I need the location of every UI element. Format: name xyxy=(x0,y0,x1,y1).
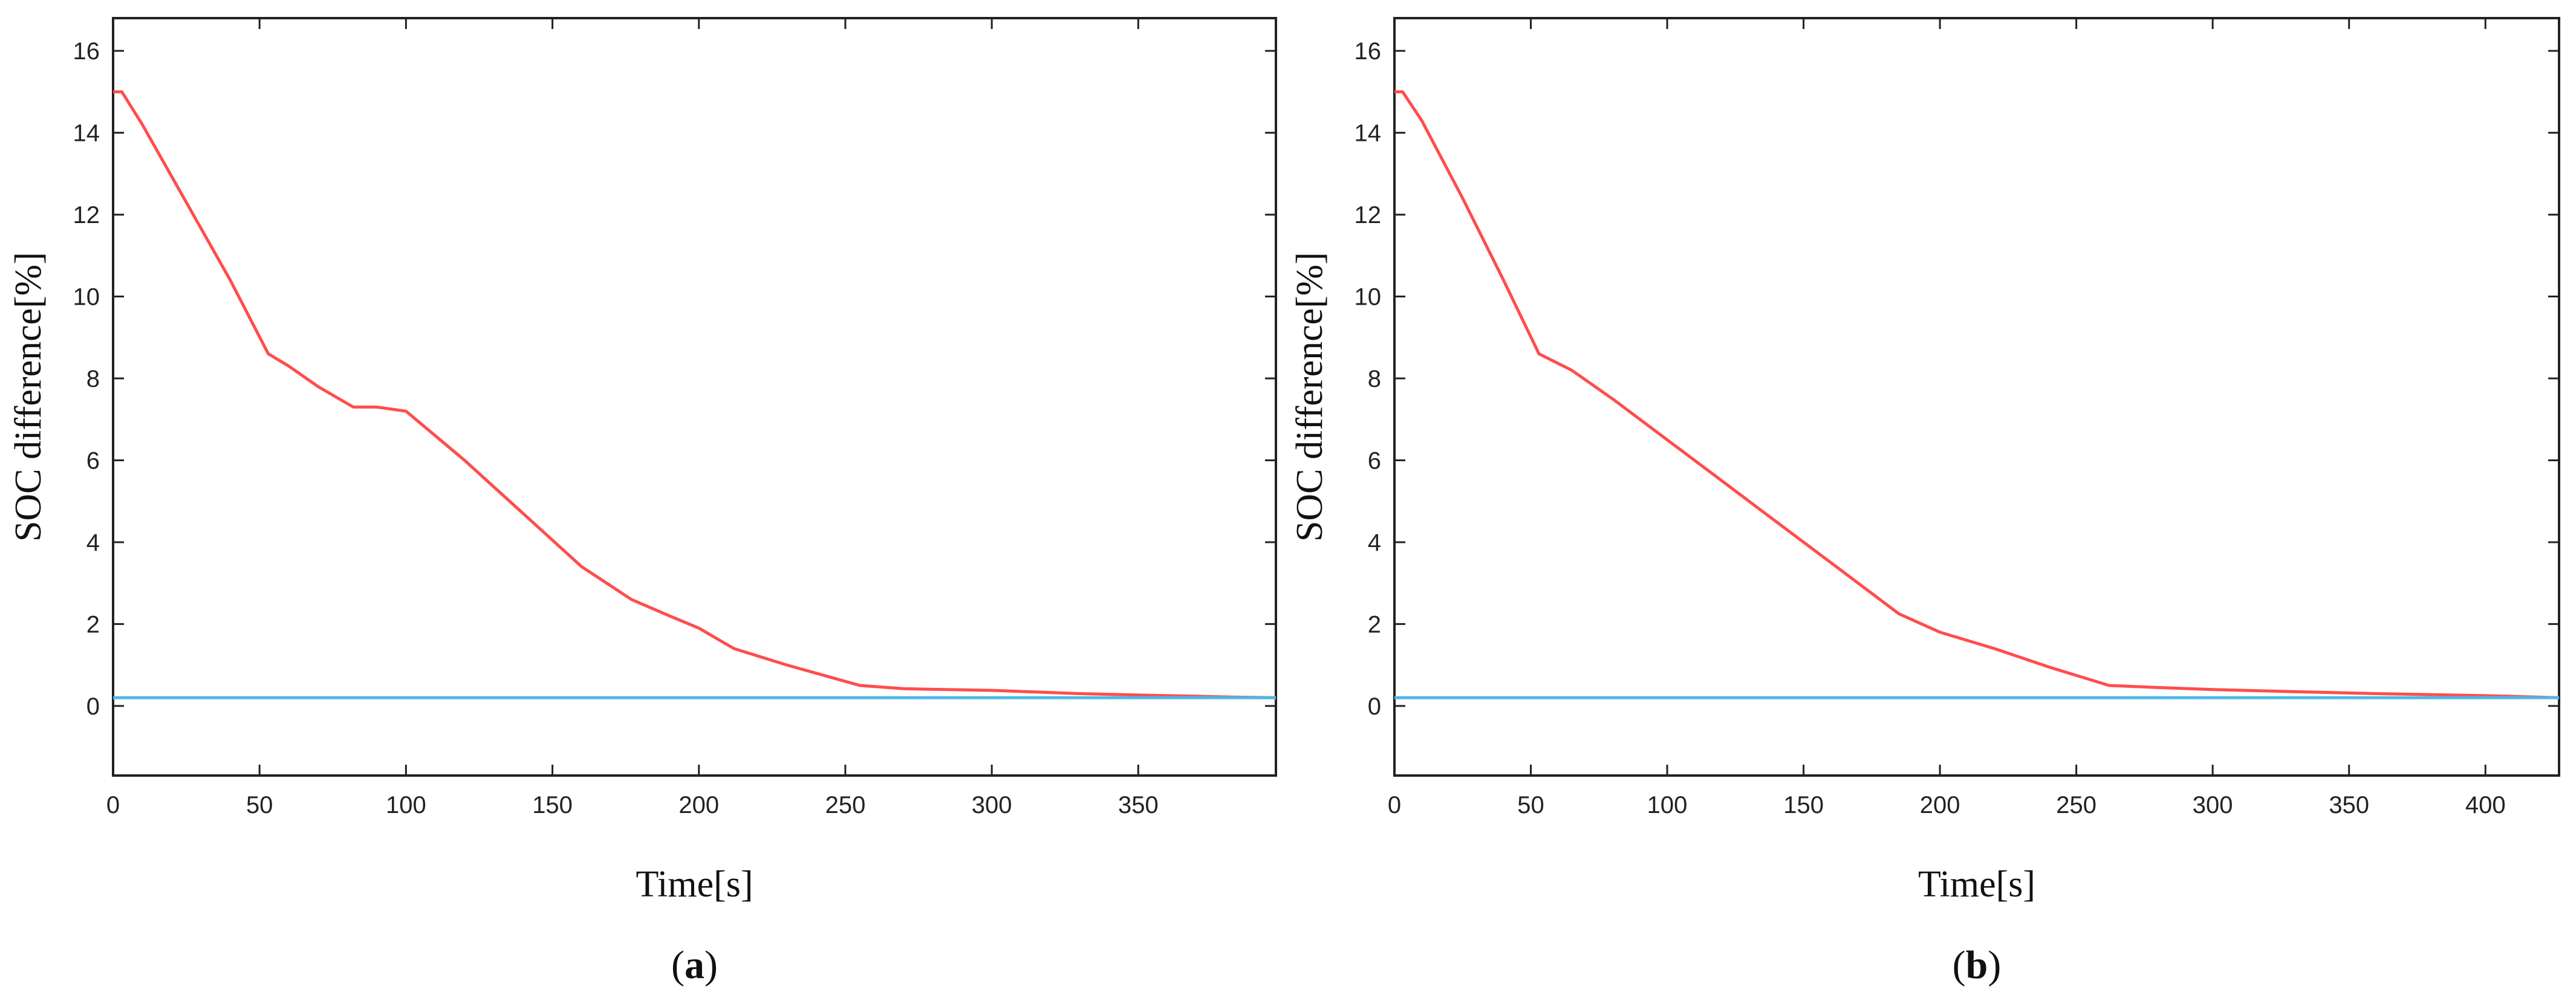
x-tick-label: 50 xyxy=(246,792,273,818)
y-tick-label: 16 xyxy=(73,38,100,65)
x-tick-label: 350 xyxy=(2329,792,2369,818)
x-tick-label: 0 xyxy=(106,792,120,818)
panel-label: (a) xyxy=(671,943,718,987)
x-tick-label: 0 xyxy=(1388,792,1401,818)
y-axis-label: SOC difference[%] xyxy=(8,252,49,542)
x-tick-label: 200 xyxy=(678,792,719,818)
y-tick-label: 0 xyxy=(86,693,100,720)
y-tick-label: 8 xyxy=(86,366,100,392)
y-tick-label: 14 xyxy=(73,120,100,147)
panel-label: (b) xyxy=(1953,943,2002,987)
plot-frame xyxy=(112,17,1277,777)
y-tick-label: 8 xyxy=(1368,366,1381,392)
x-tick-label: 100 xyxy=(1647,792,1688,818)
x-tick-label: 150 xyxy=(532,792,573,818)
x-tick-label: 350 xyxy=(1118,792,1159,818)
y-tick-label: 14 xyxy=(1355,120,1382,147)
y-tick-label: 2 xyxy=(86,611,100,638)
y-tick-label: 6 xyxy=(1368,447,1381,474)
plot-frame xyxy=(1393,17,2560,777)
x-tick-label: 300 xyxy=(972,792,1012,818)
y-axis-label: SOC difference[%] xyxy=(1289,252,1330,542)
x-tick-label: 200 xyxy=(1920,792,1960,818)
y-tick-label: 6 xyxy=(86,447,100,474)
x-tick-label: 300 xyxy=(2193,792,2233,818)
y-tick-label: 16 xyxy=(1355,38,1382,65)
y-tick-label: 12 xyxy=(1355,202,1382,228)
y-tick-label: 0 xyxy=(1368,693,1381,720)
y-tick-label: 4 xyxy=(86,530,100,556)
x-tick-label: 50 xyxy=(1517,792,1544,818)
y-tick-label: 12 xyxy=(73,202,100,228)
chart-panel-a: 0 50 100 150 200 250 300 350 0 2 4 6 8 10 12 14 16 Time[s… xyxy=(8,17,1277,987)
chart-panel-b: 0 50 100 150 200 250 300 350 400 0 2 4 6 8 10 12 14 16 Tim… xyxy=(1289,17,2560,987)
x-tick-label: 100 xyxy=(386,792,426,818)
x-tick-label: 250 xyxy=(825,792,866,818)
y-tick-label: 4 xyxy=(1368,530,1381,556)
soc-difference-line xyxy=(113,90,1276,699)
y-tick-label: 2 xyxy=(1368,611,1381,638)
x-tick-label: 250 xyxy=(2056,792,2096,818)
x-tick-label: 400 xyxy=(2465,792,2506,818)
x-axis-label: Time[s] xyxy=(1918,864,2035,905)
x-axis-label: Time[s] xyxy=(636,864,753,905)
x-tick-label: 150 xyxy=(1783,792,1824,818)
y-tick-label: 10 xyxy=(73,284,100,311)
soc-difference-line xyxy=(1394,90,2559,699)
y-tick-label: 10 xyxy=(1355,284,1382,311)
